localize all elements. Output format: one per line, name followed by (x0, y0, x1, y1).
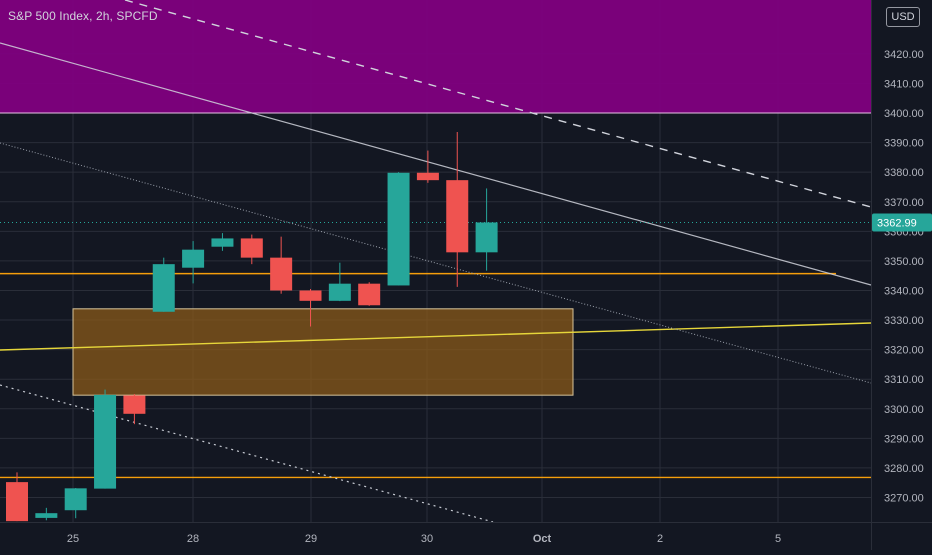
currency-button[interactable]: USD (886, 7, 920, 27)
candle-down[interactable] (270, 236, 293, 294)
candle-up[interactable] (152, 257, 175, 312)
candle-down[interactable] (446, 131, 469, 287)
time-tick-label: 25 (67, 533, 79, 545)
candle-down[interactable] (358, 282, 381, 306)
price-tick-label: 3320.00 (884, 345, 924, 357)
candle-up[interactable] (94, 389, 117, 489)
candle-up[interactable] (328, 262, 351, 302)
drawing-lines (0, 0, 872, 523)
candle-body[interactable] (6, 482, 28, 522)
time-tick-label: 29 (305, 533, 317, 545)
price-tick-label: 3280.00 (884, 463, 924, 475)
candle-body[interactable] (64, 488, 87, 511)
candle-down[interactable] (416, 150, 439, 183)
price-tick-label: 3310.00 (884, 374, 924, 386)
price-tick-label: 3420.00 (884, 49, 924, 61)
price-axis-panel (871, 0, 932, 550)
last-price-label: 3362.99 (877, 217, 917, 229)
candle-up[interactable] (64, 488, 87, 519)
candle-body[interactable] (299, 290, 322, 301)
time-tick-label: Oct (533, 533, 552, 545)
candle-body[interactable] (475, 222, 498, 253)
price-tick-label: 3300.00 (884, 404, 924, 416)
drawing-zones (0, 0, 871, 396)
price-tick-label: 3400.00 (884, 108, 924, 120)
price-tick-label: 3340.00 (884, 285, 924, 297)
candle-body[interactable] (387, 172, 410, 286)
time-tick-label: 2 (657, 533, 663, 545)
candle-body[interactable] (123, 395, 146, 414)
price-tick-label: 3410.00 (884, 78, 924, 90)
dotted-channel-line-lower (0, 384, 494, 523)
price-tick-label: 3330.00 (884, 315, 924, 327)
candles[interactable] (6, 131, 498, 522)
chart-title: S&P 500 Index, 2h, SPCFD (8, 9, 158, 23)
candle-up[interactable] (475, 188, 498, 271)
candle-body[interactable] (240, 238, 263, 258)
price-tick-label: 3290.00 (884, 433, 924, 445)
rising-trend-line (0, 322, 872, 351)
time-tick-label: 30 (421, 533, 433, 545)
candle-body[interactable] (416, 172, 439, 181)
candle-down[interactable] (6, 472, 28, 522)
time-axis-panel (0, 522, 932, 550)
price-tick-label: 3270.00 (884, 493, 924, 505)
dotted-channel-line-upper (0, 142, 872, 384)
last-price-tag (872, 213, 932, 232)
falling-trend-line (0, 42, 872, 286)
candle-up[interactable] (182, 241, 205, 284)
price-tick-label: 3380.00 (884, 167, 924, 179)
dashed-trend-line (124, 0, 872, 208)
price-tick-label: 3370.00 (884, 197, 924, 209)
candle-down[interactable] (123, 393, 146, 425)
candle-up[interactable] (35, 507, 58, 521)
demand-zone (72, 308, 574, 396)
candle-body[interactable] (446, 180, 469, 253)
candle-down[interactable] (299, 288, 322, 327)
candle-body[interactable] (94, 394, 117, 489)
candle-up[interactable] (211, 233, 234, 251)
candle-body[interactable] (211, 238, 234, 247)
price-tick-label: 3350.00 (884, 256, 924, 268)
candle-body[interactable] (270, 257, 293, 291)
resistance-zone (0, 0, 871, 114)
candle-body[interactable] (358, 283, 381, 306)
candle-body[interactable] (152, 264, 175, 312)
price-tick-label: 3390.00 (884, 138, 924, 150)
candle-body[interactable] (35, 513, 58, 518)
candle-down[interactable] (240, 234, 263, 265)
candle-body[interactable] (182, 249, 205, 268)
candle-up[interactable] (387, 172, 410, 286)
time-tick-label: 5 (775, 533, 781, 545)
time-tick-label: 28 (187, 533, 199, 545)
candle-body[interactable] (328, 283, 351, 301)
